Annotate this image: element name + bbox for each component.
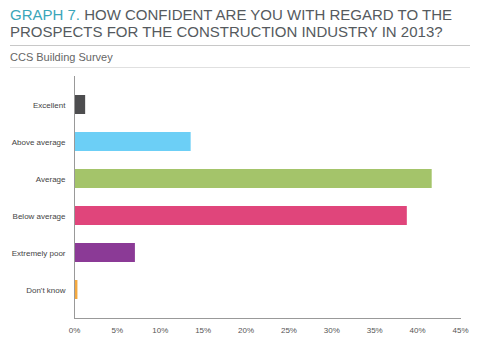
svg-text:20%: 20% <box>238 326 254 335</box>
svg-text:40%: 40% <box>410 326 426 335</box>
svg-text:Below average: Below average <box>13 212 66 221</box>
svg-text:25%: 25% <box>281 326 297 335</box>
svg-text:30%: 30% <box>324 326 340 335</box>
svg-text:5%: 5% <box>112 326 124 335</box>
html-text:GRAPH 7. HOW CONFIDENT ARE YOU: GRAPH 7. HOW CONFIDENT ARE YOU WITH REGA… <box>10 6 452 40</box>
svg-text:Don't know: Don't know <box>26 286 66 295</box>
svg-text:Average: Average <box>36 175 66 184</box>
svg-text:Excellent: Excellent <box>33 101 66 110</box>
svg-text:10%: 10% <box>152 326 168 335</box>
svg-text:15%: 15% <box>195 326 211 335</box>
svg-text:Extremely poor: Extremely poor <box>12 249 66 258</box>
svg-text:0%: 0% <box>69 326 81 335</box>
svg-text:45%: 45% <box>452 326 468 335</box>
svg-text:35%: 35% <box>367 326 383 335</box>
svg-text:Above average: Above average <box>12 138 66 147</box>
html-text:CCS Building Survey: CCS Building Survey <box>10 51 113 63</box>
